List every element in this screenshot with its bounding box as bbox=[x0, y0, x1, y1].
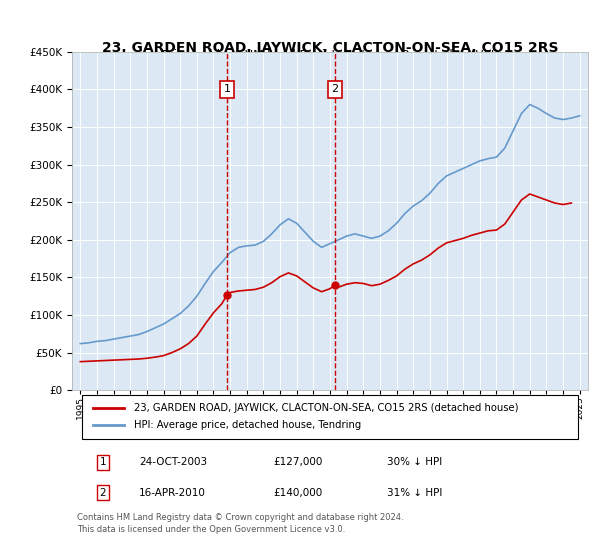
Text: 1: 1 bbox=[100, 458, 106, 467]
Text: 16-APR-2010: 16-APR-2010 bbox=[139, 488, 206, 497]
Text: 1: 1 bbox=[224, 85, 230, 95]
Text: 2: 2 bbox=[331, 85, 338, 95]
Text: 30% ↓ HPI: 30% ↓ HPI bbox=[387, 458, 442, 467]
Text: Contains HM Land Registry data © Crown copyright and database right 2024.
This d: Contains HM Land Registry data © Crown c… bbox=[77, 513, 404, 534]
Text: Price paid vs. HM Land Registry's House Price Index (HPI): Price paid vs. HM Land Registry's House … bbox=[161, 49, 499, 62]
Text: 23, GARDEN ROAD, JAYWICK, CLACTON-ON-SEA, CO15 2RS (detached house): 23, GARDEN ROAD, JAYWICK, CLACTON-ON-SEA… bbox=[134, 403, 518, 413]
Text: 24-OCT-2003: 24-OCT-2003 bbox=[139, 458, 207, 467]
Text: 2: 2 bbox=[100, 488, 106, 497]
Text: £127,000: £127,000 bbox=[273, 458, 323, 467]
FancyBboxPatch shape bbox=[82, 395, 578, 439]
Text: HPI: Average price, detached house, Tendring: HPI: Average price, detached house, Tend… bbox=[134, 420, 361, 430]
Text: 31% ↓ HPI: 31% ↓ HPI bbox=[387, 488, 442, 497]
Text: 23, GARDEN ROAD, JAYWICK, CLACTON-ON-SEA, CO15 2RS: 23, GARDEN ROAD, JAYWICK, CLACTON-ON-SEA… bbox=[102, 41, 558, 55]
Text: £140,000: £140,000 bbox=[273, 488, 322, 497]
